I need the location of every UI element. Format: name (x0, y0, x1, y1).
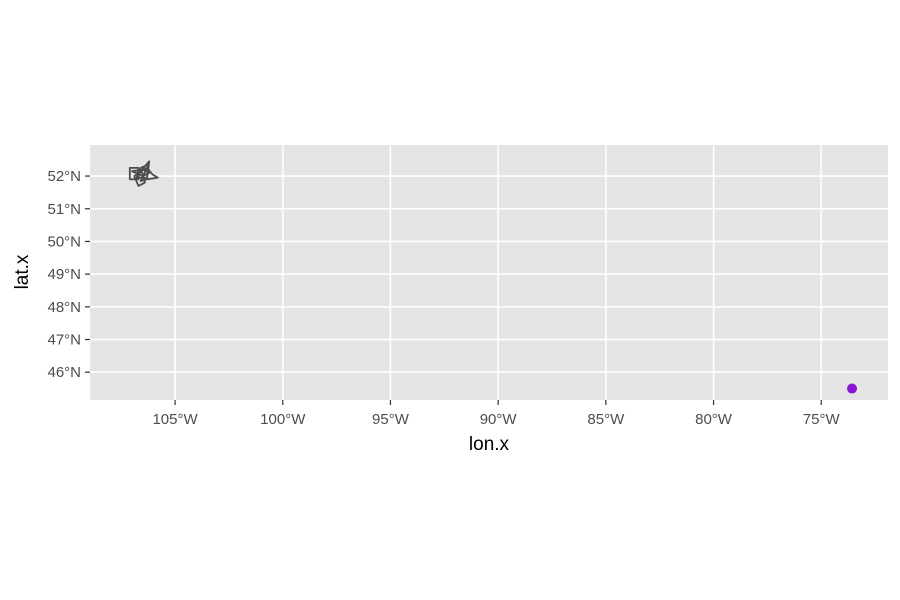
x-tick-label: 105°W (152, 411, 198, 428)
grid-lines (90, 145, 888, 400)
data-points (847, 383, 858, 394)
x-tick-label: 85°W (587, 411, 625, 428)
y-tick-label: 48°N (47, 299, 81, 316)
y-tick-label: 47°N (47, 332, 81, 349)
plot-panel (90, 145, 888, 400)
region-outline (136, 163, 150, 174)
x-axis-title: lon.x (469, 434, 510, 455)
y-axis-title: lat.x (12, 254, 33, 289)
y-axis-ticks: 46°N 47°N 48°N 49°N 50°N 51°N 52°N (47, 168, 90, 381)
x-tick-label: 90°W (480, 411, 518, 428)
x-tick-label: 100°W (260, 411, 306, 428)
y-tick-label: 50°N (47, 233, 81, 250)
data-point (847, 383, 858, 394)
region-outline (139, 166, 159, 182)
y-tick-label: 46°N (47, 364, 81, 381)
y-tick-label: 52°N (47, 168, 81, 185)
y-tick-label: 51°N (47, 201, 81, 218)
x-tick-label: 75°W (803, 411, 841, 428)
x-axis-ticks: 105°W 100°W 95°W 90°W 85°W 80°W 75°W (152, 400, 840, 428)
region-outlines (128, 160, 159, 187)
x-tick-label: 95°W (372, 411, 410, 428)
x-tick-label: 80°W (695, 411, 733, 428)
y-tick-label: 49°N (47, 266, 81, 283)
